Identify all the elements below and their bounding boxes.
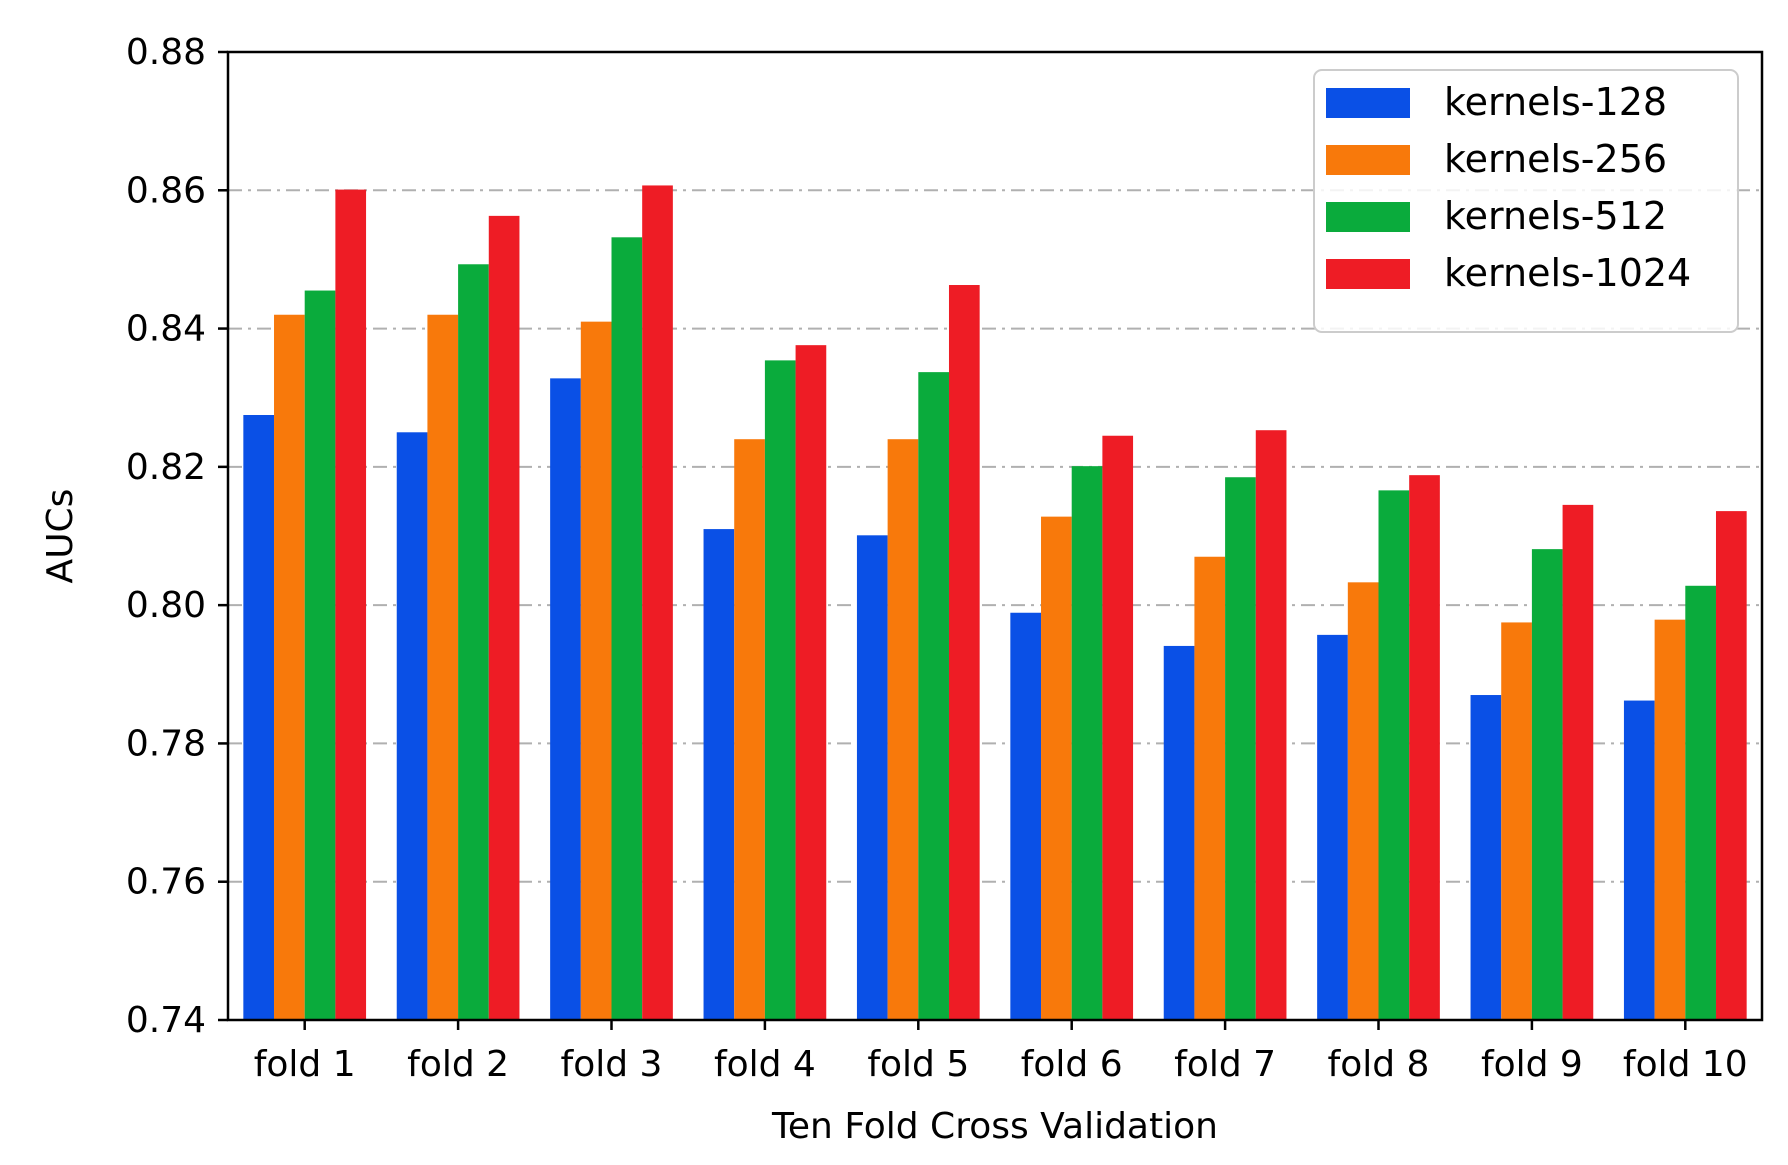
- bar-kernels-512-fold-7: [1225, 477, 1256, 1020]
- x-tick-label: fold 7: [1174, 1044, 1276, 1085]
- bar-kernels-128-fold-4: [703, 529, 735, 1020]
- bar-kernels-128-fold-8: [1317, 634, 1348, 1020]
- y-tick-label: 0.76: [126, 862, 206, 903]
- bars: [243, 185, 1747, 1021]
- y-tick-label: 0.88: [126, 32, 206, 73]
- bar-kernels-512-fold-3: [611, 237, 643, 1020]
- bar-kernels-512-fold-6: [1071, 466, 1103, 1020]
- bar-kernels-256-fold-9: [1501, 622, 1532, 1020]
- bar-kernels-128-fold-5: [856, 535, 888, 1020]
- bar-kernels-256-fold-5: [887, 439, 919, 1020]
- bar-kernels-128-fold-6: [1010, 612, 1042, 1020]
- bar-kernels-1024-fold-3: [642, 185, 673, 1021]
- bar-kernels-128-fold-7: [1163, 645, 1195, 1020]
- y-tick-label: 0.80: [126, 585, 206, 626]
- bar-kernels-128-fold-1: [243, 415, 275, 1020]
- x-axis-title: Ten Fold Cross Validation: [771, 1106, 1218, 1147]
- bar-kernels-1024-fold-1: [335, 189, 367, 1020]
- bar-kernels-512-fold-9: [1531, 549, 1563, 1020]
- legend-swatch-kernels-256: [1326, 145, 1410, 175]
- bar-kernels-256-fold-8: [1347, 582, 1379, 1020]
- x-tick-label: fold 10: [1623, 1044, 1748, 1085]
- bar-kernels-256-fold-1: [274, 314, 305, 1020]
- bar-kernels-512-fold-4: [764, 360, 796, 1020]
- bar-kernels-128-fold-10: [1623, 700, 1655, 1020]
- plot-frame: [226, 50, 1764, 1022]
- x-tick-label: fold 8: [1328, 1044, 1430, 1085]
- bar-kernels-256-fold-7: [1194, 556, 1226, 1020]
- bar-kernels-128-fold-3: [550, 378, 581, 1021]
- x-axis-ticks: fold 1 fold 2 fold 3 fold 4 fold 5 fold 6 fold…: [254, 1020, 1748, 1085]
- x-tick-label: fold 2: [407, 1044, 509, 1085]
- bar-kernels-256-fold-3: [580, 321, 612, 1021]
- y-tick-label: 0.86: [126, 170, 206, 211]
- x-tick-label: fold 5: [867, 1044, 969, 1085]
- x-tick-label: fold 1: [254, 1044, 356, 1085]
- legend-box: [1313, 69, 1739, 333]
- bar-kernels-1024-fold-8: [1409, 475, 1440, 1020]
- bar-kernels-128-fold-9: [1470, 695, 1502, 1020]
- legend: kernels-128 kernels-256 kernels-512 kernels…: [1313, 69, 1739, 333]
- bar-kernels-1024-fold-2: [488, 215, 520, 1020]
- bar-kernels-512-fold-5: [918, 372, 949, 1020]
- x-tick-label: fold 6: [1021, 1044, 1123, 1085]
- legend-swatch-kernels-512: [1326, 202, 1410, 232]
- bar-kernels-256-fold-2: [427, 314, 459, 1020]
- bar-kernels-512-fold-8: [1378, 490, 1410, 1020]
- bar-kernels-256-fold-6: [1041, 516, 1072, 1020]
- y-axis-title: AUCs: [40, 489, 81, 584]
- y-axis-ticks: 0.74 0.76 0.78 0.80 0.82 0.84 0.86 0.88: [126, 32, 228, 1041]
- bar-kernels-1024-fold-9: [1562, 504, 1594, 1020]
- bar-kernels-512-fold-2: [458, 264, 489, 1021]
- bar-kernels-512-fold-1: [304, 290, 336, 1020]
- bar-kernels-1024-fold-7: [1255, 430, 1287, 1020]
- bar-kernels-256-fold-4: [734, 439, 765, 1020]
- x-tick-label: fold 4: [714, 1044, 816, 1085]
- bar-kernels-1024-fold-6: [1102, 435, 1134, 1020]
- bar-kernels-1024-fold-4: [795, 345, 827, 1020]
- y-tick-label: 0.82: [126, 447, 206, 488]
- bar-kernels-128-fold-2: [396, 432, 428, 1020]
- bar-kernels-256-fold-10: [1654, 619, 1686, 1020]
- legend-label-kernels-128: kernels-128: [1444, 80, 1667, 124]
- legend-swatch-kernels-128: [1326, 88, 1410, 118]
- legend-label-kernels-512: kernels-512: [1444, 194, 1667, 238]
- x-tick-label: fold 9: [1481, 1044, 1583, 1085]
- y-tick-label: 0.74: [126, 1000, 206, 1041]
- y-tick-label: 0.84: [126, 309, 206, 350]
- bar-kernels-512-fold-10: [1685, 585, 1716, 1020]
- y-tick-label: 0.78: [126, 723, 206, 764]
- x-tick-label: fold 3: [561, 1044, 663, 1085]
- legend-label-kernels-256: kernels-256: [1444, 137, 1667, 181]
- bar-kernels-1024-fold-5: [948, 285, 980, 1020]
- legend-swatch-kernels-1024: [1326, 259, 1410, 289]
- legend-label-kernels-1024: kernels-1024: [1444, 251, 1691, 295]
- bar-kernels-1024-fold-10: [1715, 511, 1747, 1020]
